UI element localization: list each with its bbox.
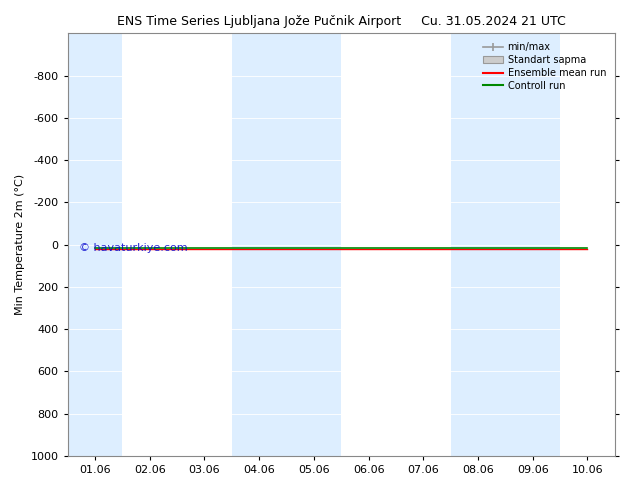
Bar	[341, 33, 396, 456]
Text: © havaturkiye.com: © havaturkiye.com	[79, 244, 187, 253]
Bar	[122, 33, 177, 456]
Bar	[560, 33, 615, 456]
Y-axis label: Min Temperature 2m (°C): Min Temperature 2m (°C)	[15, 174, 25, 315]
Bar	[396, 33, 451, 456]
Bar	[177, 33, 232, 456]
Title: ENS Time Series Ljubljana Jože Pučnik Airport     Cu. 31.05.2024 21 UTC: ENS Time Series Ljubljana Jože Pučnik Ai…	[117, 15, 566, 28]
Legend: min/max, Standart sapma, Ensemble mean run, Controll run: min/max, Standart sapma, Ensemble mean r…	[479, 38, 610, 95]
